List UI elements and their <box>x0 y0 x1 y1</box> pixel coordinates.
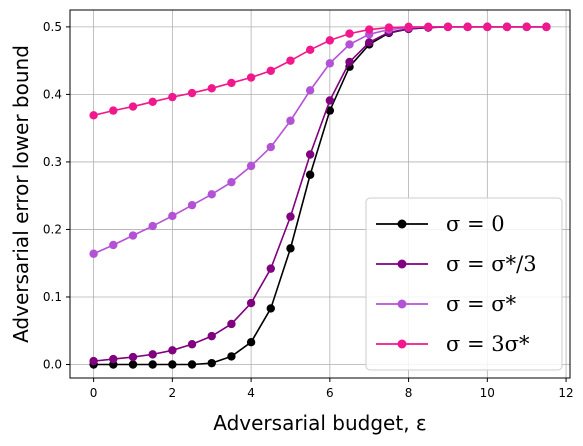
x-tick-label: 8 <box>405 386 413 400</box>
data-point <box>305 150 315 159</box>
legend-box <box>365 197 563 371</box>
legend-marker <box>397 219 407 229</box>
data-point <box>128 360 138 369</box>
data-point <box>286 116 295 125</box>
data-point <box>89 356 98 366</box>
legend-label: σ = σ* <box>446 292 517 316</box>
plot-frame <box>69 9 571 379</box>
legend-label: σ = 0 <box>446 212 505 236</box>
data-point <box>542 22 551 32</box>
legend: σ = 0 σ = σ*/3 σ = σ* σ = 3σ* <box>365 197 563 371</box>
data-point <box>246 161 256 171</box>
data-point <box>148 350 157 359</box>
data-point <box>128 231 138 240</box>
x-tick-label: 10 <box>480 386 495 400</box>
y-tick-label: 0.0 <box>43 357 62 371</box>
data-point <box>168 92 177 102</box>
data-point <box>345 57 354 67</box>
data-point <box>148 360 157 369</box>
legend-label: σ = 3σ* <box>446 332 530 356</box>
data-point <box>345 40 354 49</box>
legend-item: σ = 0 <box>376 212 505 236</box>
y-tick-label: 0.2 <box>43 222 62 236</box>
data-point <box>246 73 256 82</box>
data-point <box>305 86 315 95</box>
data-point <box>109 354 118 364</box>
data-point <box>89 111 98 120</box>
data-point <box>443 22 453 32</box>
x-tick-label: 12 <box>558 386 573 400</box>
x-tick-label: 0 <box>90 386 98 400</box>
legend-item: σ = 3σ* <box>376 332 530 356</box>
data-point <box>207 84 216 93</box>
data-point <box>148 221 157 231</box>
data-point <box>266 66 275 75</box>
x-tick-label: 6 <box>326 386 334 400</box>
data-point <box>246 298 256 308</box>
data-point <box>305 170 315 179</box>
data-point <box>345 29 354 38</box>
data-point <box>325 59 335 68</box>
data-point <box>305 45 315 55</box>
data-point <box>128 102 138 111</box>
data-point <box>463 22 472 32</box>
data-point <box>187 88 197 98</box>
data-point <box>227 78 236 88</box>
legend-marker <box>397 259 407 269</box>
data-point <box>266 264 275 273</box>
data-point <box>109 106 118 115</box>
data-point <box>325 96 335 105</box>
data-point <box>128 352 138 362</box>
data-point <box>483 22 492 32</box>
data-point <box>148 97 157 107</box>
data-point <box>89 249 98 258</box>
data-point <box>168 360 177 369</box>
data-point <box>168 211 177 221</box>
data-point <box>207 358 216 368</box>
data-point <box>266 304 275 313</box>
data-point <box>246 338 256 347</box>
data-point <box>522 22 531 32</box>
data-point <box>187 200 197 210</box>
data-point <box>187 340 197 349</box>
legend-marker <box>397 299 407 309</box>
data-point <box>365 25 374 34</box>
data-point <box>207 190 216 199</box>
series-layer <box>89 22 551 369</box>
data-point <box>109 240 118 250</box>
data-point <box>286 244 295 253</box>
data-point <box>207 331 216 341</box>
data-point <box>168 346 177 355</box>
data-point <box>404 22 413 32</box>
x-tick-label: 2 <box>169 386 177 400</box>
data-point <box>187 360 197 369</box>
y-tick-label: 0.5 <box>43 20 62 34</box>
y-axis-label: Adversarial error lower bound <box>9 45 33 343</box>
data-point <box>227 352 236 361</box>
data-point <box>227 319 236 329</box>
y-tick-label: 0.3 <box>43 155 62 169</box>
data-point <box>286 212 295 221</box>
data-point <box>365 38 374 47</box>
legend-label: σ = σ*/3 <box>446 252 537 276</box>
y-tick-label: 0.4 <box>43 87 62 101</box>
data-point <box>266 142 275 152</box>
legend-item: σ = σ* <box>376 292 517 316</box>
data-point <box>227 177 236 187</box>
legend-item: σ = σ*/3 <box>376 252 537 276</box>
x-tick-label: 4 <box>247 386 255 400</box>
data-point <box>502 22 512 32</box>
x-axis-ticks: 0 2 4 6 8 10 12 <box>90 378 574 400</box>
legend-marker <box>397 339 407 349</box>
x-axis-label: Adversarial budget, ε <box>213 411 426 435</box>
series-line <box>93 26 547 117</box>
data-point <box>286 56 295 65</box>
data-point <box>325 36 335 45</box>
y-axis-ticks: 0.0 0.1 0.2 0.3 0.4 0.5 <box>43 20 70 371</box>
series-4 <box>89 22 551 120</box>
data-point <box>384 23 394 32</box>
data-point <box>424 22 433 32</box>
y-tick-label: 0.1 <box>43 290 62 304</box>
